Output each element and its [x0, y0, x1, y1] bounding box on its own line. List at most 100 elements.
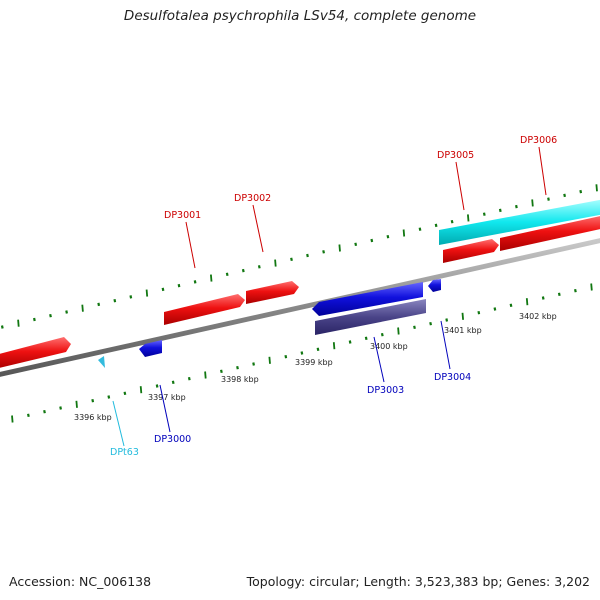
inner-minor-tick — [380, 332, 384, 337]
tick-label: 3401 kbp — [444, 326, 482, 335]
gene-label-dp3000: DP3000 — [154, 434, 191, 445]
outer-minor-tick — [97, 302, 101, 307]
outer-minor-tick — [49, 313, 52, 318]
inner-major-tick — [525, 298, 529, 306]
outer-major-tick — [81, 304, 84, 312]
tick-label: 3402 kbp — [519, 312, 557, 321]
feature-band-reverse — [315, 299, 426, 335]
inner-major-tick — [397, 327, 400, 335]
outer-minor-tick — [65, 310, 68, 314]
leader-dpt63 — [112, 400, 125, 447]
inner-major-tick — [590, 283, 593, 291]
inner-minor-tick — [123, 391, 127, 396]
inner-minor-tick — [348, 340, 352, 344]
outer-minor-tick — [241, 268, 245, 273]
outer-minor-tick — [177, 283, 181, 288]
outer-minor-tick — [579, 189, 583, 194]
outer-minor-tick — [290, 257, 293, 262]
inner-minor-tick — [91, 398, 95, 403]
leader-dp3006 — [538, 146, 547, 196]
outer-minor-tick — [498, 208, 502, 213]
leader-dp3002 — [252, 204, 264, 253]
tick-row-inner — [11, 283, 593, 423]
gene-label-dp3002: DP3002 — [234, 193, 271, 204]
inner-minor-tick — [445, 318, 449, 322]
leader-dp3005 — [455, 161, 465, 211]
inner-major-tick — [332, 342, 336, 350]
outer-minor-tick — [322, 250, 325, 254]
inner-minor-tick — [27, 413, 30, 418]
outer-minor-tick — [225, 272, 229, 277]
outer-minor-tick — [418, 227, 422, 231]
gene-arrow-dp3000 — [139, 340, 162, 357]
gene-arrow-dp3002 — [246, 281, 299, 304]
gene-arrow-dp3005 — [443, 239, 499, 263]
inner-minor-tick — [155, 384, 159, 388]
outer-major-tick — [402, 229, 406, 237]
gene-label-dp3004: DP3004 — [434, 372, 471, 383]
outer-minor-tick — [306, 253, 309, 258]
inner-minor-tick — [284, 354, 288, 359]
gene-arrow-dp3006 — [500, 216, 600, 251]
inner-minor-tick — [509, 303, 513, 308]
outer-major-tick — [145, 289, 149, 297]
outer-minor-tick — [161, 287, 165, 292]
inner-major-tick — [75, 400, 78, 408]
tick-label: 3400 kbp — [370, 342, 408, 351]
inner-major-tick — [268, 356, 271, 364]
outer-minor-tick — [450, 219, 454, 224]
inner-minor-tick — [364, 336, 368, 341]
outer-major-tick — [338, 244, 341, 252]
genome-summary: Topology: circular; Length: 3,523,383 bp… — [246, 574, 590, 589]
forward-rna-features — [439, 199, 600, 245]
inner-minor-tick — [107, 395, 111, 399]
inner-minor-tick — [187, 376, 191, 381]
outer-minor-tick — [113, 298, 117, 303]
leader-dp3001 — [185, 221, 196, 269]
outer-major-tick — [274, 259, 277, 267]
inner-minor-tick — [171, 380, 175, 385]
gene-arrow-dp3004 — [428, 279, 441, 292]
outer-minor-tick — [257, 265, 261, 269]
inner-major-tick — [461, 312, 464, 320]
inner-minor-tick — [477, 310, 481, 315]
accession-label: Accession: NC_006138 — [9, 574, 152, 589]
outer-minor-tick — [386, 234, 390, 239]
inner-minor-tick — [493, 307, 497, 311]
inner-minor-tick — [574, 288, 577, 293]
inner-minor-tick — [429, 321, 432, 326]
tick-labels: 3396 kbp 3397 kbp 3398 kbp 3399 kbp 3400… — [74, 312, 557, 422]
inner-minor-tick — [59, 406, 62, 410]
gene-label-dp3001: DP3001 — [164, 210, 201, 221]
rna-marker-dpt63 — [98, 356, 105, 368]
genome-backbone — [0, 238, 600, 377]
gene-label-dp3006: DP3006 — [520, 135, 557, 146]
forward-strand-features — [0, 216, 600, 368]
outer-minor-tick — [482, 212, 486, 216]
leader-dp3003 — [373, 336, 385, 383]
leader-dp3004 — [440, 320, 451, 370]
outer-minor-tick — [354, 242, 358, 247]
inner-minor-tick — [43, 409, 46, 414]
outer-minor-tick — [370, 238, 374, 243]
inner-minor-tick — [220, 369, 223, 374]
reverse-strand-features — [98, 279, 441, 368]
gene-arrow-dp3003 — [312, 282, 423, 316]
gene-labels: DP3001 DP3002 DP3005 DP3006 DP3003 DP300… — [110, 135, 557, 458]
tick-label: 3396 kbp — [74, 413, 112, 422]
inner-minor-tick — [316, 347, 320, 352]
gene-label-dp3003: DP3003 — [367, 385, 404, 396]
outer-major-tick — [467, 214, 470, 222]
outer-minor-tick — [515, 204, 518, 209]
outer-minor-tick — [0, 325, 4, 329]
inner-minor-tick — [252, 362, 255, 366]
outer-major-tick — [595, 184, 598, 192]
tick-label: 3397 kbp — [148, 393, 186, 402]
rna-band-forward — [439, 199, 600, 245]
label-leaders — [112, 146, 547, 447]
gene-label-dpt63: DPt63 — [110, 447, 139, 458]
inner-minor-tick — [413, 325, 416, 330]
outer-major-tick — [17, 319, 20, 327]
gene-label-dp3005: DP3005 — [437, 150, 474, 161]
